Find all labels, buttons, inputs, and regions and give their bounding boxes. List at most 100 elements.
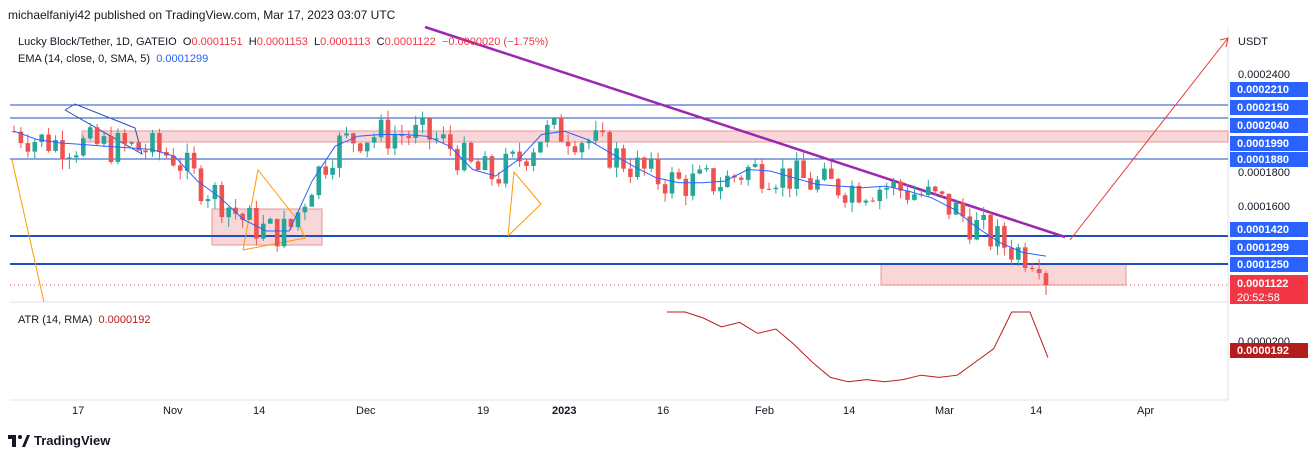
ema-value: 0.0001299 xyxy=(156,53,209,65)
candle-body xyxy=(946,193,952,215)
candle-body xyxy=(337,135,342,168)
level-tag-label: 0.0002150 xyxy=(1237,102,1289,114)
symbol-title: Lucky Block/Tether, 1D, GATEIO xyxy=(18,36,177,48)
y-tick-label: 0.0001800 xyxy=(1238,167,1290,179)
support-zone-mar xyxy=(880,263,1127,286)
atr-pane[interactable] xyxy=(10,304,1228,400)
descending-trendline[interactable] xyxy=(424,25,1066,239)
logo-text: TradingView xyxy=(34,433,111,448)
candle-body xyxy=(787,168,792,189)
ohlc-open-label: O xyxy=(182,36,192,48)
candle-body xyxy=(829,168,834,179)
ohlc-close-label: C xyxy=(376,36,385,48)
time-axis[interactable]: 17 Nov 14 Dec 19 2023 16 Feb 14 Mar 14 A… xyxy=(72,405,1154,417)
candle-body xyxy=(191,152,197,169)
candle-body xyxy=(572,146,578,153)
candle-body xyxy=(309,195,315,207)
candle-body xyxy=(801,160,806,178)
candle-body xyxy=(302,206,308,213)
x-tick-label: 14 xyxy=(843,405,855,417)
candle-body xyxy=(441,134,446,139)
x-tick-label: 16 xyxy=(657,405,669,417)
candle-body xyxy=(94,127,100,144)
candle-body xyxy=(198,168,204,202)
candle-body xyxy=(1009,247,1014,260)
x-tick-label: 14 xyxy=(253,405,265,417)
candle-body xyxy=(288,218,294,228)
candle-body xyxy=(967,216,973,240)
tradingview-logo[interactable]: TradingView xyxy=(8,433,110,448)
candle-body xyxy=(1043,273,1049,286)
candle-body xyxy=(392,134,398,149)
candle-body xyxy=(455,148,460,171)
level-tag-label: 0.0001880 xyxy=(1237,154,1289,166)
candle-body xyxy=(1002,226,1007,248)
candle-body xyxy=(413,124,418,138)
candle-body xyxy=(60,140,65,160)
arrow-head-icon xyxy=(1219,37,1229,48)
candle-body xyxy=(939,191,945,194)
candle-body xyxy=(662,184,668,194)
candle-body xyxy=(261,223,266,239)
candle-body xyxy=(891,181,896,188)
y-tick-label: 0.0001600 xyxy=(1238,201,1290,213)
candle-body xyxy=(870,200,876,202)
projection-arrow[interactable] xyxy=(1069,37,1229,241)
candle-body xyxy=(482,156,488,170)
candle-body xyxy=(496,179,502,184)
ema-line[interactable] xyxy=(13,130,1047,257)
candle-body xyxy=(898,181,903,191)
level-tag xyxy=(1230,222,1308,237)
candle-body xyxy=(150,133,155,153)
candle-body xyxy=(406,136,412,138)
triangle-pattern-dec[interactable] xyxy=(507,170,542,237)
atr-line[interactable] xyxy=(667,311,1049,383)
atr-label: ATR (14, RMA) xyxy=(18,314,93,326)
candle-body xyxy=(718,187,723,192)
ohlc-high-label: H xyxy=(248,36,257,48)
candle-body xyxy=(157,133,162,152)
candle-body xyxy=(323,166,328,175)
candle-body xyxy=(642,157,647,169)
current-price-tag xyxy=(1230,275,1308,304)
symbol-legend[interactable]: Lucky Block/Tether, 1D, GATEIO O 0.000115… xyxy=(18,36,548,48)
ema-legend[interactable]: EMA (14, close, 0, SMA, 5) 0.0001299 xyxy=(18,53,208,65)
candle-body xyxy=(531,152,536,166)
candle-body xyxy=(475,161,481,170)
x-tick-label: Nov xyxy=(163,405,183,417)
candle-body xyxy=(635,157,640,177)
level-tags: 0.0002210 0.0002150 0.0002040 0.0001990 … xyxy=(1230,82,1308,304)
candle-body xyxy=(344,133,349,136)
candle-body xyxy=(219,185,225,217)
price-axis[interactable]: USDT 0.0002400 0.0001800 0.0001600 xyxy=(1238,36,1290,213)
candle-body xyxy=(752,164,758,167)
candle-body xyxy=(884,187,889,190)
ohlc-change: −0.0000020 (−1.75%) xyxy=(441,36,549,48)
candle-body xyxy=(281,218,287,247)
ohlc-high: 0.0001153 xyxy=(256,36,308,48)
candle-body xyxy=(697,169,702,174)
candle-body xyxy=(46,134,51,151)
candle-body xyxy=(835,178,841,196)
ema-label: EMA (14, close, 0, SMA, 5) xyxy=(18,53,151,65)
candle-body xyxy=(358,143,363,152)
candle-body xyxy=(655,158,661,185)
atr-value: 0.0000192 xyxy=(98,314,151,326)
candle-body xyxy=(822,168,827,180)
atr-legend[interactable]: ATR (14, RMA) 0.0000192 xyxy=(18,314,150,326)
candle-body xyxy=(849,185,855,203)
candle-body xyxy=(378,119,384,138)
candle-body xyxy=(184,152,190,171)
candle-body xyxy=(974,220,979,240)
candle-body xyxy=(842,195,848,203)
candle-body xyxy=(607,132,612,168)
candle-body xyxy=(960,202,966,217)
candle-body xyxy=(988,214,993,247)
atr-axis[interactable]: 0.0000200 0.0000192 xyxy=(1230,336,1308,358)
candle-body xyxy=(143,150,148,153)
candle-body xyxy=(586,140,592,144)
candle-body xyxy=(122,133,128,144)
candle-body xyxy=(448,134,453,149)
orange-line[interactable] xyxy=(11,159,45,303)
